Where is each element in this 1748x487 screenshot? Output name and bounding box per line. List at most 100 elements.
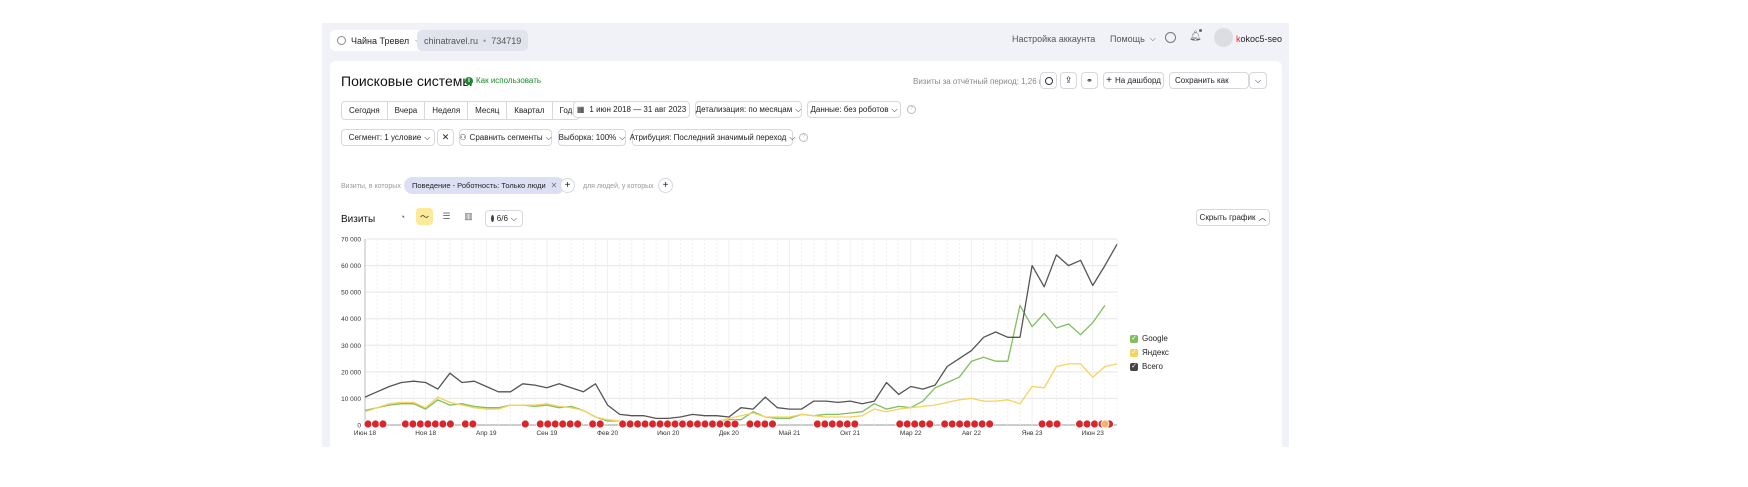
legend-item-yandex[interactable]: ✓ Яндекс	[1130, 348, 1169, 357]
annotation-marker	[700, 419, 710, 429]
clear-segment-button[interactable]: ✕	[437, 129, 454, 146]
annotation-marker	[401, 419, 410, 429]
hide-chart-button[interactable]: Скрыть график ︿	[1196, 209, 1270, 226]
annotation-marker	[827, 419, 837, 429]
period-yesterday[interactable]: Вчера	[387, 102, 426, 119]
add-visits-filter-button[interactable]: +	[560, 178, 575, 193]
checkbox-icon[interactable]: ✓	[1130, 362, 1138, 371]
how-to-use-link[interactable]: i Как использовать	[465, 76, 541, 85]
filter-tag-label: Поведение - Роботность: Только люди	[412, 181, 546, 190]
compare-icon: ⚇	[459, 133, 467, 142]
help-icon[interactable]: ?	[799, 133, 808, 142]
chat-icon[interactable]	[1165, 32, 1176, 43]
annotation-marker	[947, 419, 957, 429]
legend-item-google[interactable]: ✓ Google	[1130, 334, 1168, 343]
bar-chart-toggle[interactable]: ▥	[460, 208, 477, 225]
username-first-letter: k	[1236, 34, 1241, 44]
period-quarter[interactable]: Квартал	[507, 102, 553, 119]
chevron-down-icon: ⌵	[1254, 75, 1262, 85]
y-tick-label: 60 000	[341, 263, 361, 270]
series-line-yandex	[364, 363, 1118, 423]
save-as-button[interactable]: Сохранить как	[1169, 72, 1249, 89]
annotation-marker	[895, 419, 905, 429]
username[interactable]: kokoc5-seo	[1236, 34, 1282, 44]
annotation-marker	[550, 419, 560, 429]
annotation-marker	[663, 419, 673, 429]
annotation-marker	[378, 419, 388, 429]
line-chart-toggle[interactable]: 〜	[416, 208, 433, 225]
help-icon[interactable]: ?	[907, 105, 916, 114]
annotation-marker	[678, 419, 687, 429]
period-buttons: Сегодня Вчера Неделя Месяц Квартал Год	[341, 101, 581, 120]
legend-item-total[interactable]: ✓ Всего	[1130, 362, 1163, 371]
period-year[interactable]: Год	[552, 102, 580, 119]
checkbox-icon[interactable]: ✓	[1130, 334, 1138, 343]
to-dashboard-label: На дашборд	[1114, 76, 1161, 85]
annotation-marker	[535, 419, 545, 429]
annotation-marker	[1037, 419, 1047, 429]
attribution-label: Атрибуция: Последний значимый переход	[629, 133, 787, 142]
globe-icon	[337, 36, 346, 45]
y-tick-label: 10 000	[341, 396, 361, 403]
bell-icon[interactable]: 🔔︎	[1189, 31, 1202, 42]
annotation-marker	[1045, 419, 1054, 429]
segment-label: Сегмент: 1 условие	[348, 133, 422, 142]
annotation-marker	[708, 419, 717, 429]
annotation-marker	[468, 419, 478, 429]
help-menu[interactable]: Помощь ⌵	[1110, 34, 1156, 44]
data-filter-dropdown[interactable]: Данные: без роботов ⌵	[807, 101, 901, 118]
comment-icon	[491, 215, 494, 222]
share-button[interactable]: ⚭	[1081, 72, 1098, 89]
filter-tag[interactable]: Поведение - Роботность: Только люди ✕	[404, 177, 566, 194]
pie-chart-icon: ◔	[399, 211, 406, 222]
site-selector[interactable]: chinatravel.ru • 734719	[417, 30, 529, 51]
close-icon[interactable]: ✕	[550, 181, 558, 190]
annotation-marker	[962, 419, 972, 429]
report-panel: Поисковые системы i Как использовать Виз…	[330, 61, 1282, 447]
annotation-marker	[925, 419, 935, 429]
how-to-use-label: Как использовать	[476, 76, 542, 85]
chevron-down-icon: ⌵	[545, 132, 552, 142]
link-icon: ⚭	[1086, 76, 1093, 85]
account-settings-link[interactable]: Настройка аккаунта	[1012, 34, 1096, 44]
metrics-dropdown[interactable]: 6/6 ⌵	[485, 210, 523, 227]
separator-dot: •	[483, 35, 487, 46]
chevron-down-icon: ⌵	[619, 132, 626, 142]
pie-chart-toggle[interactable]: ◔	[394, 208, 411, 225]
export-button[interactable]: ⇪	[1060, 72, 1077, 89]
annotation-marker	[902, 419, 912, 429]
attribution-dropdown[interactable]: Атрибуция: Последний значимый переход ⌵	[629, 129, 795, 146]
to-dashboard-button[interactable]: + На дашборд	[1103, 72, 1164, 89]
date-range-picker[interactable]: ▦ 1 июн 2018 — 31 авг 2023	[573, 101, 690, 118]
history-button[interactable]	[1040, 72, 1057, 89]
y-tick-label: 40 000	[341, 316, 361, 323]
compare-segments-button[interactable]: ⚇ Сравнить сегменты ⌵	[459, 129, 552, 146]
add-people-filter-button[interactable]: +	[658, 178, 673, 193]
segment-dropdown[interactable]: Сегмент: 1 условие ⌵	[341, 129, 435, 146]
chevron-down-icon: ⌵	[424, 132, 431, 142]
project-selector[interactable]: Чайна Тревел ⌵	[330, 30, 429, 51]
annotation-marker	[460, 419, 470, 429]
y-tick-label: 0	[357, 423, 361, 430]
hide-chart-label: Скрыть график	[1199, 213, 1256, 222]
annotation-marker	[423, 419, 433, 429]
detail-dropdown[interactable]: Детализация: по месяцам ⌵	[695, 101, 802, 118]
stacked-area-icon: ☰	[442, 211, 451, 221]
upload-icon: ⇪	[1064, 75, 1073, 85]
annotation-marker	[768, 419, 777, 429]
sample-dropdown[interactable]: Выборка: 100% ⌵	[558, 129, 626, 146]
annotation-marker	[595, 419, 605, 429]
period-today[interactable]: Сегодня	[342, 102, 388, 119]
annotation-marker	[842, 419, 852, 429]
stacked-chart-toggle[interactable]: ☰	[438, 208, 455, 225]
save-as-dropdown[interactable]: ⌵	[1249, 72, 1267, 89]
x-tick-label: Мар 22	[900, 430, 922, 437]
annotation-marker	[753, 419, 762, 429]
annotation-marker	[431, 419, 440, 429]
avatar[interactable]	[1214, 28, 1233, 47]
period-month[interactable]: Месяц	[468, 102, 508, 119]
line-chart-icon: 〜	[419, 212, 429, 222]
checkbox-icon[interactable]: ✓	[1130, 348, 1138, 357]
site-name: chinatravel.ru	[424, 35, 479, 46]
period-week[interactable]: Неделя	[425, 102, 469, 119]
